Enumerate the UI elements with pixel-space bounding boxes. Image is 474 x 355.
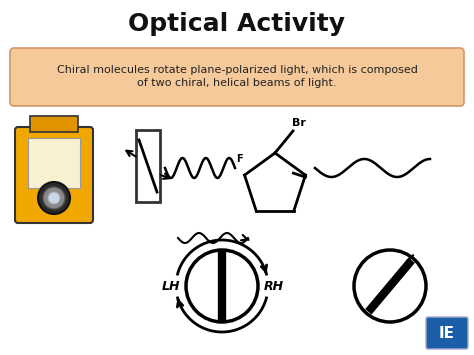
Text: F: F	[236, 154, 243, 164]
Bar	[28, 138, 80, 188]
Bar	[30, 116, 78, 132]
Text: Chiral molecules rotate plane-polarized light, which is composed: Chiral molecules rotate plane-polarized …	[56, 65, 418, 75]
FancyBboxPatch shape	[426, 317, 468, 349]
FancyBboxPatch shape	[15, 127, 93, 223]
Circle shape	[186, 250, 258, 322]
Circle shape	[48, 192, 60, 204]
Circle shape	[43, 187, 65, 209]
Text: RH: RH	[264, 280, 284, 293]
FancyBboxPatch shape	[10, 48, 464, 106]
Circle shape	[38, 182, 70, 214]
Text: IE: IE	[439, 326, 455, 340]
Bar	[136, 130, 160, 202]
Text: LH: LH	[162, 280, 181, 293]
Circle shape	[354, 250, 426, 322]
Text: of two chiral, helical beams of light.: of two chiral, helical beams of light.	[137, 78, 337, 88]
Text: Optical Activity: Optical Activity	[128, 12, 346, 36]
Text: Br: Br	[292, 118, 306, 128]
